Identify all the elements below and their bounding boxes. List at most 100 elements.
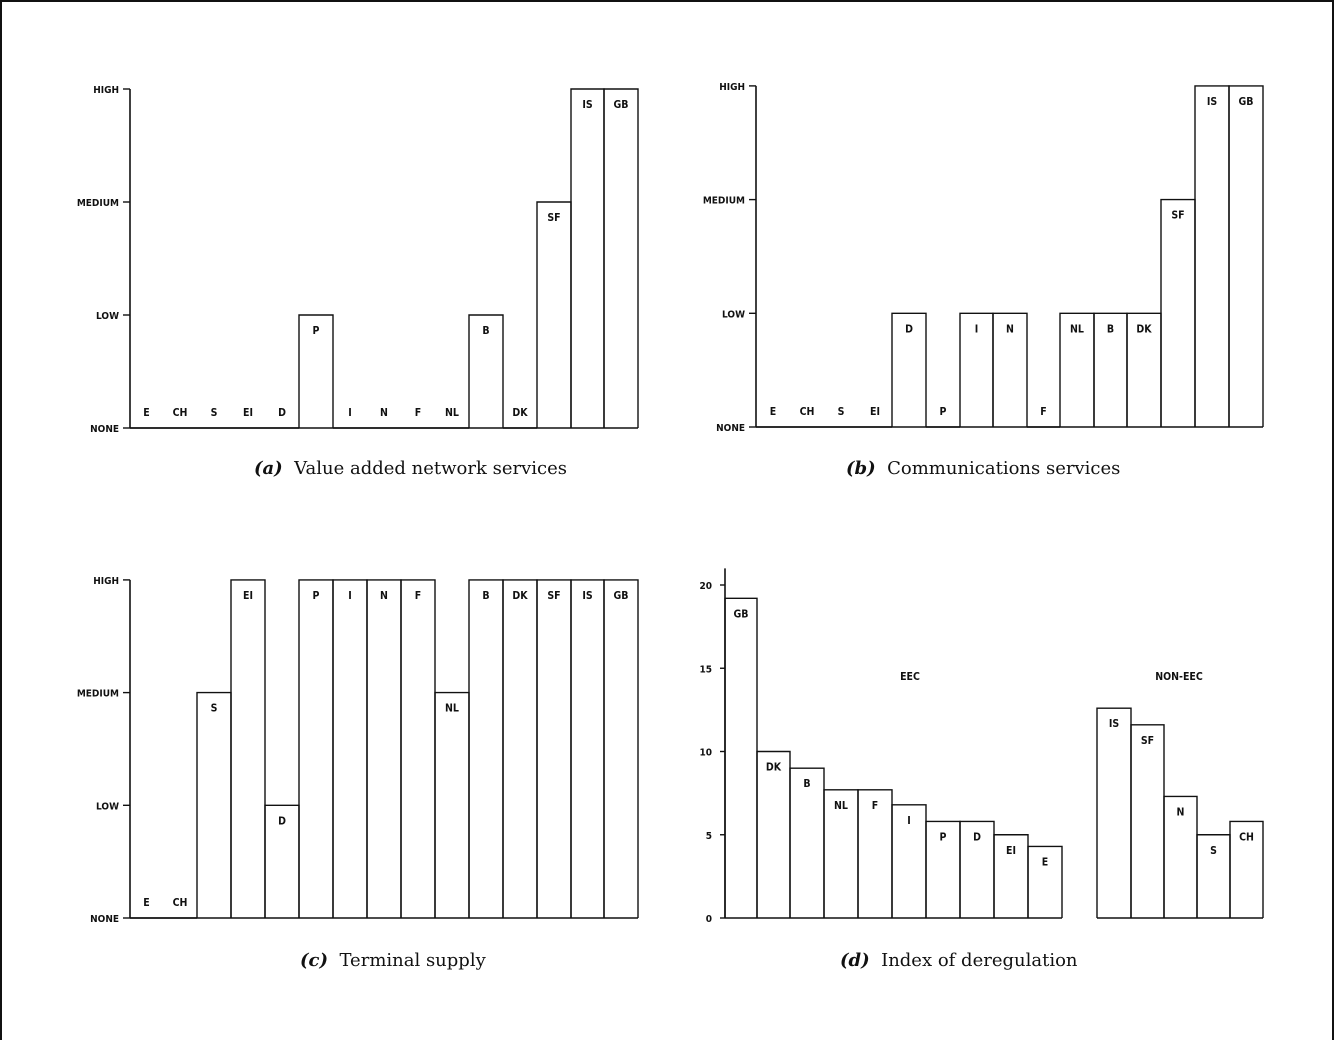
panel-d-bar-label: N xyxy=(1177,806,1185,818)
panel-c-ytick-label: MEDIUM xyxy=(77,689,119,700)
panel-a-bar-label: B xyxy=(482,325,489,337)
panel-d-bar-label: F xyxy=(872,800,878,812)
panel-c-bar xyxy=(502,579,538,918)
panel-d-bar-label: EI xyxy=(1006,845,1016,857)
panel-c-bar-label: GB xyxy=(614,590,629,602)
panel-b-bar-label: CH xyxy=(800,406,815,418)
panel-c-bar xyxy=(570,579,605,918)
panel-a-bar-label: P xyxy=(313,325,320,337)
panel-a-bar-label: IS xyxy=(582,99,593,111)
panel-c-bar-label: EI xyxy=(243,590,253,602)
panel-c-bar xyxy=(332,579,368,918)
panel-d-group-label-non-eec: NON-EEC xyxy=(1155,671,1203,683)
panel-d-group-label-eec: EEC xyxy=(900,671,920,683)
panel-a-bar-label: NL xyxy=(445,407,459,419)
panel-d-bar-label: E xyxy=(1042,856,1048,868)
panel-b-ytick-label: LOW xyxy=(722,309,745,320)
panel-a-bar-label: EI xyxy=(243,407,253,419)
panel-a-bar-label: E xyxy=(143,407,149,419)
panel-d-bar-label: IS xyxy=(1109,718,1120,730)
panel-c-bar-label: F xyxy=(415,590,421,602)
panel-c-bar xyxy=(603,579,639,918)
caption-a: (a) Value added network services xyxy=(254,458,567,479)
panel-c-bar-label: IS xyxy=(582,590,593,602)
panel-b-bar-label: I xyxy=(975,323,979,335)
panel-b-bar xyxy=(1228,85,1264,427)
panel-a-bar xyxy=(468,314,504,428)
panel-c-bar-label: P xyxy=(313,590,320,602)
panel-b-ytick-label: HIGH xyxy=(719,82,745,93)
panel-a-ytick-label: LOW xyxy=(96,311,119,322)
panel-c-bar-label: NL xyxy=(445,703,459,715)
panel-d-bar xyxy=(1096,707,1132,918)
panel-d-bar-label: GB xyxy=(734,608,749,620)
panel-d-bar xyxy=(789,767,825,918)
panel-b-bar xyxy=(1160,198,1196,427)
panel-a-bar-label: SF xyxy=(547,212,560,224)
panel-a-ytick-label: HIGH xyxy=(93,85,119,96)
panel-b-bar-label: E xyxy=(770,406,776,418)
panel-c-bar-label: N xyxy=(380,590,388,602)
panel-a-ytick-label: MEDIUM xyxy=(77,198,119,209)
panel-c-bar-label: DK xyxy=(512,590,528,602)
panel-c-bar-label: CH xyxy=(173,897,188,909)
panel-d-bar-label: I xyxy=(907,815,911,827)
panel-d-bar xyxy=(1229,820,1264,918)
panel-b-bar-label: F xyxy=(1040,406,1046,418)
panel-d-bar xyxy=(1027,845,1063,918)
panel-b-bar-label: GB xyxy=(1239,96,1254,108)
panel-c-bar xyxy=(434,691,470,918)
panel-a-bar-label: N xyxy=(380,407,388,419)
panel-c-bar-label: D xyxy=(278,815,286,827)
panel-c-bar-label: B xyxy=(482,590,489,602)
panel-b-bar-label: B xyxy=(1107,323,1114,335)
caption-d: (d) Index of deregulation xyxy=(840,950,1078,971)
panel-b-bar xyxy=(891,312,927,427)
panel-c-bar xyxy=(196,691,232,918)
caption-c: (c) Terminal supply xyxy=(300,950,486,971)
panel-d-ytick-label: 20 xyxy=(699,581,712,592)
panel-b-bar-label: S xyxy=(838,406,845,418)
panel-d-bar xyxy=(1130,724,1165,918)
panel-b-bar-label: N xyxy=(1006,323,1014,335)
panel-c-bar xyxy=(400,579,436,918)
panel-a-bar-label: F xyxy=(415,407,421,419)
panel-c-bar xyxy=(298,579,334,918)
panel-d-bar-label: D xyxy=(973,831,981,843)
panel-c-ytick-label: LOW xyxy=(96,801,119,812)
panel-c-bar-label: E xyxy=(143,897,149,909)
panel-d-bar-label: P xyxy=(940,831,947,843)
panel-a-bar-label: CH xyxy=(173,407,188,419)
panel-a-bar xyxy=(570,88,605,428)
panel-b-bar xyxy=(1194,85,1230,427)
panel-d-bar xyxy=(756,750,791,918)
panel-d-bar-label: SF xyxy=(1141,735,1154,747)
panel-a-bar-label: GB xyxy=(614,99,629,111)
panel-d-bar-label: NL xyxy=(834,800,848,812)
panel-c-bar-label: I xyxy=(348,590,352,602)
panel-d-bar-label: S xyxy=(1210,845,1217,857)
panel-c-ytick-label: HIGH xyxy=(93,576,119,587)
panel-b-bar-label: EI xyxy=(870,406,880,418)
panel-a-bar-label: S xyxy=(211,407,218,419)
panel-d-ytick-label: 10 xyxy=(699,748,712,759)
panel-c-bar-label: SF xyxy=(547,590,560,602)
panel-a-bar xyxy=(536,201,572,428)
panel-d-ytick-label: 15 xyxy=(699,664,712,675)
panel-b-bar-label: P xyxy=(940,406,947,418)
panel-a-bar-label: I xyxy=(348,407,352,419)
panel-d-bar-label: DK xyxy=(766,762,782,774)
panel-b-bar-label: NL xyxy=(1070,323,1084,335)
panel-b-bar-label: IS xyxy=(1207,96,1218,108)
panel-b-bar-label: SF xyxy=(1171,210,1184,222)
panel-d-bar-label: B xyxy=(803,778,810,790)
panel-b-ytick-label: MEDIUM xyxy=(703,196,745,207)
caption-b: (b) Communications services xyxy=(846,458,1121,479)
panel-c-bar-label: S xyxy=(211,703,218,715)
panel-b-bar xyxy=(992,312,1028,427)
panel-b-bar-label: DK xyxy=(1136,323,1152,335)
panel-a-bar xyxy=(298,314,334,428)
panel-a-bar xyxy=(603,88,639,428)
